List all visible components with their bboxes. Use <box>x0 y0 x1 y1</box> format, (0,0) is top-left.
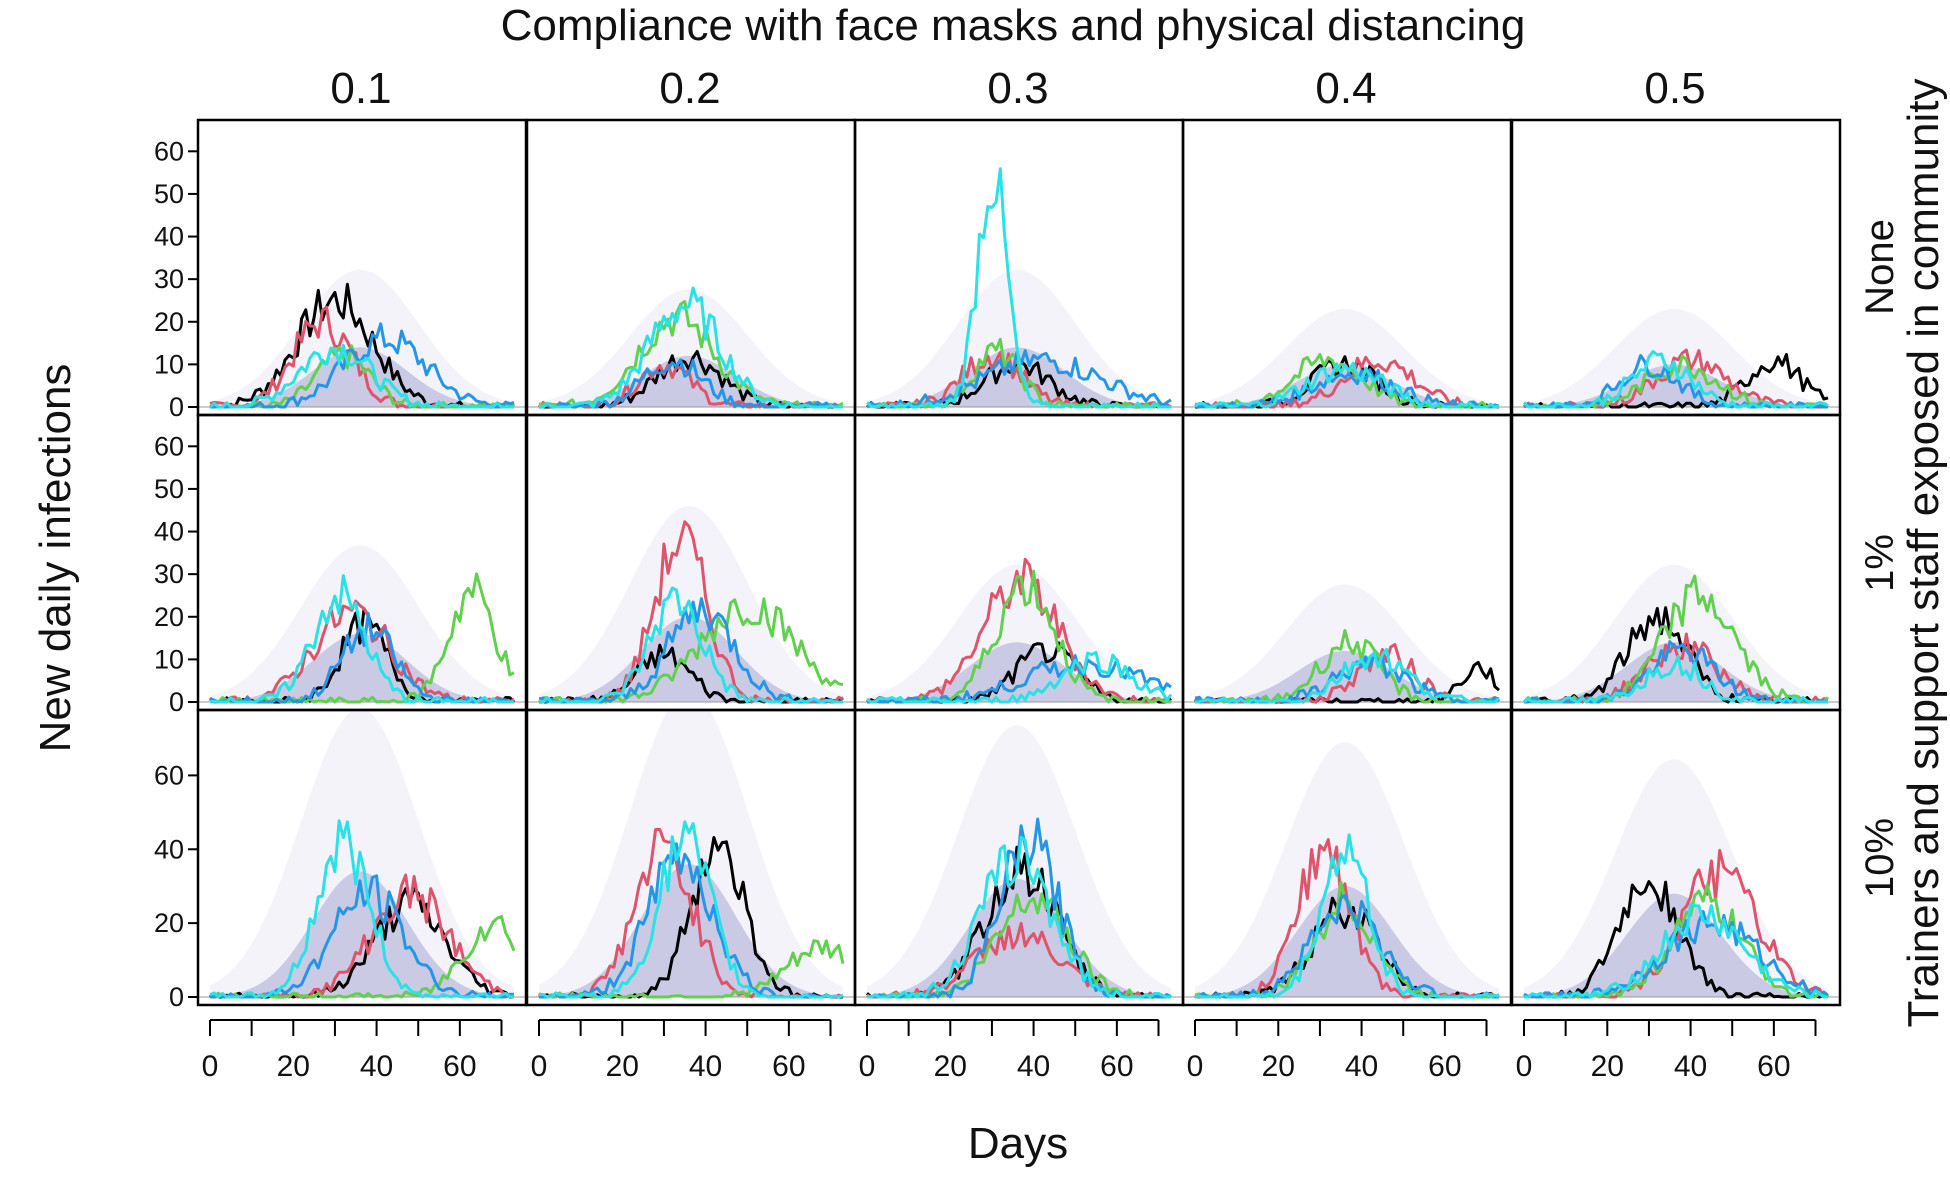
axes-group: 0 10 20 30 40 50 60 0 10 20 30 40 50 60 0 20 40 60 0 20 40 60… <box>154 136 1817 1083</box>
x-tick-label: 40 <box>360 1050 393 1083</box>
x-tick-label: 60 <box>772 1050 805 1083</box>
row-label-2: 1% <box>1858 534 1902 592</box>
x-tick-label: 0 <box>1516 1050 1533 1083</box>
y-tick-label: 0 <box>169 687 184 717</box>
series-line-4 <box>210 322 515 409</box>
y-tick-label: 40 <box>154 834 184 864</box>
y-tick-label: 40 <box>154 517 184 547</box>
y-tick-label: 30 <box>154 559 184 589</box>
y-tick-label: 40 <box>154 222 184 252</box>
y-tick-label: 50 <box>154 474 184 504</box>
simulation-band <box>210 871 514 997</box>
x-tick-label: 0 <box>531 1050 548 1083</box>
x-tick-label: 20 <box>934 1050 967 1083</box>
series-line-5 <box>538 820 844 999</box>
x-tick-label: 40 <box>1345 1050 1378 1083</box>
series-line-5 <box>1522 350 1829 409</box>
y-tick-label: 0 <box>169 982 184 1012</box>
x-tick-label: 20 <box>277 1050 310 1083</box>
panel-1%-0.5 <box>1510 413 1842 712</box>
x-tick-label: 40 <box>689 1050 722 1083</box>
row-label-1: None <box>1858 219 1902 315</box>
series-line-5 <box>538 286 843 409</box>
simulation-haze <box>1195 309 1499 407</box>
y-tick-label: 30 <box>154 264 184 294</box>
x-tick-label: 20 <box>606 1050 639 1083</box>
series-line-5 <box>1195 647 1500 704</box>
y-tick-label: 60 <box>154 136 184 166</box>
simulation-haze <box>539 289 843 407</box>
series-line-5 <box>209 819 515 999</box>
y-axis-title: New daily infections <box>31 364 80 753</box>
simulation-haze <box>1195 742 1499 997</box>
panel-None-0.1 <box>196 118 528 417</box>
simulation-band <box>539 616 843 702</box>
column-label-5: 0.5 <box>1644 64 1705 113</box>
panel-None-0.3 <box>853 118 1185 417</box>
simulation-haze <box>210 269 514 407</box>
simulation-haze <box>867 564 1171 702</box>
x-tick-label: 0 <box>1187 1050 1204 1083</box>
figure-title: Compliance with face masks and physical … <box>501 1 1526 50</box>
column-label-1: 0.1 <box>330 64 391 113</box>
series-line-5 <box>866 651 1173 704</box>
panel-10%-0.4 <box>1181 708 1513 1007</box>
series-line-5 <box>209 343 514 409</box>
x-tick-label: 60 <box>443 1050 476 1083</box>
series-line-5 <box>1524 903 1829 999</box>
column-label-2: 0.2 <box>659 64 720 113</box>
series-line-4 <box>1523 910 1829 999</box>
x-tick-label: 20 <box>1262 1050 1295 1083</box>
panel-frame <box>1510 708 1842 1007</box>
y-tick-label: 20 <box>154 307 184 337</box>
y-tick-label: 20 <box>154 602 184 632</box>
series-line-5 <box>538 586 843 704</box>
x-tick-label: 60 <box>1428 1050 1461 1083</box>
panel-None-0.5 <box>1510 118 1842 417</box>
series-line-5 <box>867 835 1171 999</box>
y-tick-label: 60 <box>154 760 184 790</box>
column-label-4: 0.4 <box>1315 64 1376 113</box>
panel-grid <box>196 118 1842 1007</box>
x-tick-label: 20 <box>1591 1050 1624 1083</box>
panel-1%-0.1 <box>196 413 528 712</box>
x-tick-label: 60 <box>1100 1050 1133 1083</box>
y-tick-label: 60 <box>154 431 184 461</box>
y-tick-label: 20 <box>154 908 184 938</box>
right-axis-title: Trainers and support staff exposed in co… <box>1899 79 1948 1028</box>
y-tick-label: 10 <box>154 644 184 674</box>
y-tick-label: 10 <box>154 349 184 379</box>
x-tick-label: 40 <box>1674 1050 1707 1083</box>
panel-10%-0.2 <box>525 708 857 1007</box>
simulation-haze <box>210 710 514 997</box>
panel-None-0.2 <box>525 118 857 417</box>
series-line-2 <box>1194 355 1500 409</box>
simulation-band <box>1195 886 1499 997</box>
panel-1%-0.2 <box>525 413 857 712</box>
column-label-3: 0.3 <box>987 64 1048 113</box>
x-tick-label: 60 <box>1757 1050 1790 1083</box>
series-line-5 <box>209 574 514 704</box>
series-line-5 <box>866 167 1171 409</box>
series-line-5 <box>1194 833 1500 999</box>
simulation-haze <box>539 710 843 997</box>
panel-1%-0.4 <box>1181 413 1513 712</box>
panel-10%-0.1 <box>196 708 528 1007</box>
panel-None-0.4 <box>1181 118 1513 417</box>
row-label-3: 10% <box>1858 818 1902 898</box>
panel-1%-0.3 <box>853 413 1185 712</box>
x-tick-label: 0 <box>859 1050 876 1083</box>
x-tick-label: 40 <box>1017 1050 1050 1083</box>
series-line-5 <box>1523 655 1828 704</box>
y-tick-label: 50 <box>154 179 184 209</box>
simulation-band <box>210 347 514 407</box>
panel-10%-0.5 <box>1510 708 1842 1007</box>
x-axis-title: Days <box>968 1119 1068 1168</box>
panel-10%-0.3 <box>853 708 1185 1007</box>
y-tick-label: 0 <box>169 392 184 422</box>
x-tick-label: 0 <box>202 1050 219 1083</box>
series-line-5 <box>1194 361 1500 409</box>
